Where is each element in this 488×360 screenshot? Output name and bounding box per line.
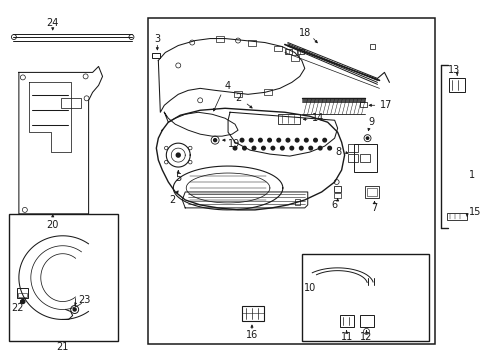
Circle shape [327, 146, 331, 150]
Text: 20: 20 [46, 220, 59, 230]
Text: 17: 17 [379, 100, 391, 110]
Bar [366, 188, 377, 196]
Bar [61, 98, 81, 108]
Circle shape [318, 146, 321, 150]
Text: 11: 11 [340, 332, 352, 342]
Bar [301, 254, 428, 341]
Text: 8: 8 [335, 147, 341, 157]
Bar [247, 40, 255, 45]
Circle shape [270, 146, 274, 150]
Text: 13: 13 [447, 66, 459, 76]
Circle shape [308, 146, 312, 150]
Bar [347, 154, 357, 162]
Circle shape [280, 146, 284, 150]
Bar [152, 53, 160, 58]
Text: 12: 12 [360, 332, 372, 342]
Bar [294, 199, 300, 205]
Bar [448, 78, 464, 92]
Circle shape [240, 138, 244, 142]
Text: 5: 5 [175, 173, 181, 183]
Bar [333, 186, 340, 192]
Circle shape [213, 139, 216, 141]
Circle shape [176, 153, 180, 157]
Text: 22: 22 [12, 302, 24, 312]
Text: 10: 10 [303, 283, 315, 293]
Bar [273, 45, 281, 51]
Text: 9: 9 [367, 117, 374, 127]
Text: 6: 6 [331, 200, 337, 210]
Text: 15: 15 [468, 207, 481, 217]
Circle shape [304, 138, 307, 142]
Text: 24: 24 [46, 18, 59, 28]
Bar [264, 89, 271, 95]
Text: 4: 4 [224, 81, 231, 91]
Bar [359, 154, 369, 162]
Circle shape [233, 146, 236, 150]
Text: 14: 14 [311, 113, 324, 123]
Bar [339, 315, 353, 328]
Bar [9, 214, 118, 341]
Circle shape [276, 138, 280, 142]
Bar [148, 18, 434, 345]
Bar [290, 55, 298, 62]
Bar [359, 102, 366, 107]
Circle shape [295, 138, 298, 142]
Bar [369, 44, 375, 49]
Circle shape [299, 146, 303, 150]
Text: 23: 23 [79, 294, 91, 305]
Circle shape [21, 300, 25, 303]
Circle shape [366, 137, 368, 139]
Bar [216, 36, 224, 41]
Bar [277, 114, 299, 124]
Bar [18, 293, 27, 297]
Circle shape [242, 146, 246, 150]
Bar [296, 49, 303, 54]
Circle shape [285, 138, 289, 142]
Circle shape [258, 138, 262, 142]
Bar [347, 144, 357, 152]
Circle shape [289, 146, 293, 150]
Circle shape [73, 308, 76, 311]
Bar [359, 315, 373, 328]
Circle shape [322, 138, 326, 142]
Text: 2: 2 [169, 195, 175, 205]
Bar [17, 288, 28, 298]
Circle shape [261, 146, 264, 150]
Circle shape [249, 138, 252, 142]
Bar [242, 306, 264, 321]
Bar [285, 49, 291, 54]
Bar [333, 193, 340, 198]
Text: 3: 3 [154, 33, 160, 44]
Circle shape [313, 138, 317, 142]
Text: 1: 1 [468, 170, 474, 180]
Text: 2: 2 [234, 93, 241, 103]
Text: 18: 18 [298, 28, 310, 37]
Bar [364, 186, 379, 198]
Bar [353, 144, 377, 172]
Circle shape [252, 146, 255, 150]
Bar [447, 213, 466, 220]
Text: 21: 21 [57, 342, 69, 352]
Circle shape [267, 138, 271, 142]
Text: 19: 19 [227, 139, 240, 149]
Bar [234, 91, 242, 97]
Text: 16: 16 [245, 330, 258, 341]
Text: 7: 7 [370, 203, 377, 213]
